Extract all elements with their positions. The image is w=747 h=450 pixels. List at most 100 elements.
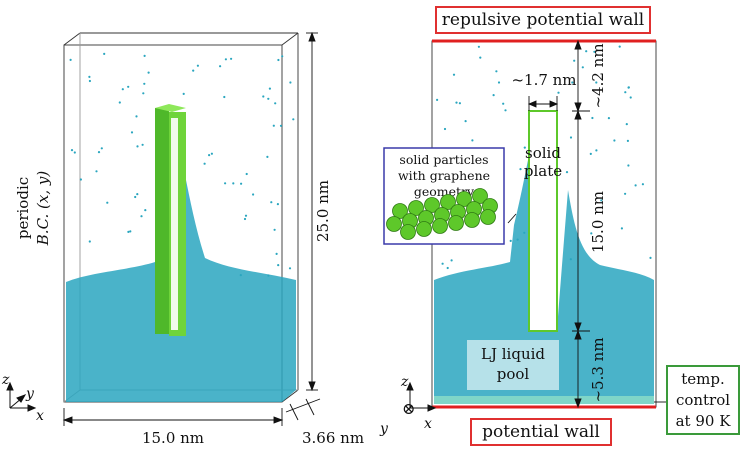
left-panel: 25.0 nm 15.0 nm 3.66 nm periodic B.C. (x…: [1, 31, 364, 447]
top-wall-label: repulsive potential wall: [435, 6, 651, 34]
vapor-particle: [270, 201, 273, 204]
vapor-particle: [620, 227, 624, 230]
vapor-particle: [103, 52, 106, 56]
vapor-particle: [641, 183, 645, 186]
vapor-particle: [292, 118, 295, 121]
vapor-particle: [519, 168, 522, 171]
graphene-atom: [480, 209, 496, 225]
vapor-particle: [272, 124, 275, 127]
inset-label-line2: with graphene: [398, 168, 490, 183]
vapor-particle: [618, 45, 621, 48]
vapor-particle: [232, 182, 235, 185]
vapor-particle: [502, 102, 505, 105]
graphene-atom: [440, 194, 456, 210]
vapor-particle: [266, 155, 269, 158]
left-vapor-particles: [69, 52, 295, 277]
vapor-particle: [239, 274, 242, 277]
vapor-particle: [144, 209, 147, 212]
vapor-particle: [471, 139, 474, 142]
pool-label-bg: [467, 340, 559, 390]
vapor-particle: [624, 91, 627, 94]
vapor-particle: [450, 259, 453, 262]
vapor-particle: [600, 199, 603, 202]
vapor-particle: [458, 102, 461, 105]
temp-control-layer: [434, 396, 654, 404]
vapor-particle: [106, 201, 109, 204]
gap-bottom-label: ~5.3 nm: [589, 337, 607, 402]
temp-control-box: temp. control at 90 K: [666, 365, 740, 435]
inset-leader: [507, 213, 517, 224]
vapor-particle: [591, 116, 594, 120]
vapor-particle: [275, 252, 278, 255]
vapor-particle: [634, 184, 637, 187]
vapor-particle: [441, 262, 444, 265]
vapor-particle: [277, 58, 280, 62]
vapor-particle: [88, 75, 91, 78]
graphene-atom: [400, 224, 416, 240]
vapor-particle: [446, 266, 449, 270]
vapor-particle: [589, 152, 592, 155]
pool-label-line1: LJ liquid: [481, 345, 545, 363]
vapor-particle: [625, 123, 628, 126]
vapor-particle: [523, 231, 526, 234]
vapor-particle: [607, 117, 611, 120]
pool-label-line2: pool: [497, 365, 530, 383]
vapor-particle: [595, 149, 598, 152]
vapor-particle: [192, 69, 195, 72]
vapor-particle: [613, 139, 616, 142]
vapor-particle: [649, 256, 652, 259]
graphene-atom: [424, 197, 440, 213]
vapor-particle: [590, 232, 593, 235]
vapor-particle: [223, 95, 226, 99]
graphene-atom: [464, 212, 480, 228]
vapor-particle: [627, 164, 630, 167]
vapor-particle: [129, 230, 132, 233]
vapor-particle: [624, 192, 627, 195]
vapor-particle: [288, 267, 292, 270]
right-axis-z: z: [400, 374, 409, 390]
temp-label-line3: at 90 K: [675, 412, 731, 430]
vapor-particle: [523, 146, 526, 149]
vapor-particle: [196, 64, 199, 67]
vapor-particle: [262, 95, 265, 98]
vapor-particle: [142, 92, 145, 95]
plate-label-line2: plate: [524, 162, 562, 180]
vapor-particle: [279, 124, 283, 127]
vapor-particle: [127, 230, 130, 233]
right-axis-y-into-page-icon: ⊗: [402, 399, 415, 418]
left-solid-plate: [155, 104, 186, 336]
plate-thickness-label: ~1.7 nm: [511, 71, 576, 89]
vapor-particle: [219, 65, 222, 68]
right-liquid-pool: [434, 160, 654, 398]
vapor-particle: [97, 151, 101, 154]
vapor-particle: [230, 57, 233, 60]
vapor-particle: [73, 151, 76, 154]
vertical-dimension-chain: [572, 39, 590, 409]
vapor-particle: [244, 214, 248, 217]
vapor-particle: [477, 45, 480, 48]
vapor-particle: [464, 120, 467, 123]
vapor-particle: [516, 238, 519, 241]
vapor-particle: [118, 101, 121, 104]
vapor-particle: [134, 195, 137, 199]
bottom-wall-label: potential wall: [470, 418, 612, 446]
vapor-particle: [245, 172, 248, 176]
vapor-particle: [203, 162, 206, 165]
vapor-particle: [585, 50, 588, 53]
left-axis-y: y: [25, 386, 35, 402]
vapor-particle: [121, 88, 124, 91]
vapor-particle: [289, 81, 292, 84]
vapor-particle: [267, 97, 270, 100]
vapor-particle: [593, 50, 596, 53]
vapor-particle: [277, 264, 280, 267]
vapor-particle: [182, 92, 185, 95]
vapor-particle: [595, 81, 598, 84]
vapor-particle: [141, 143, 144, 146]
height-label: 25.0 nm: [314, 180, 332, 242]
vapor-particle: [140, 215, 143, 218]
vapor-particle: [569, 136, 573, 139]
bc-label-line2: B.C. (x, y): [34, 171, 52, 247]
right-axis-y: y: [379, 421, 389, 437]
vapor-particle: [240, 182, 243, 185]
